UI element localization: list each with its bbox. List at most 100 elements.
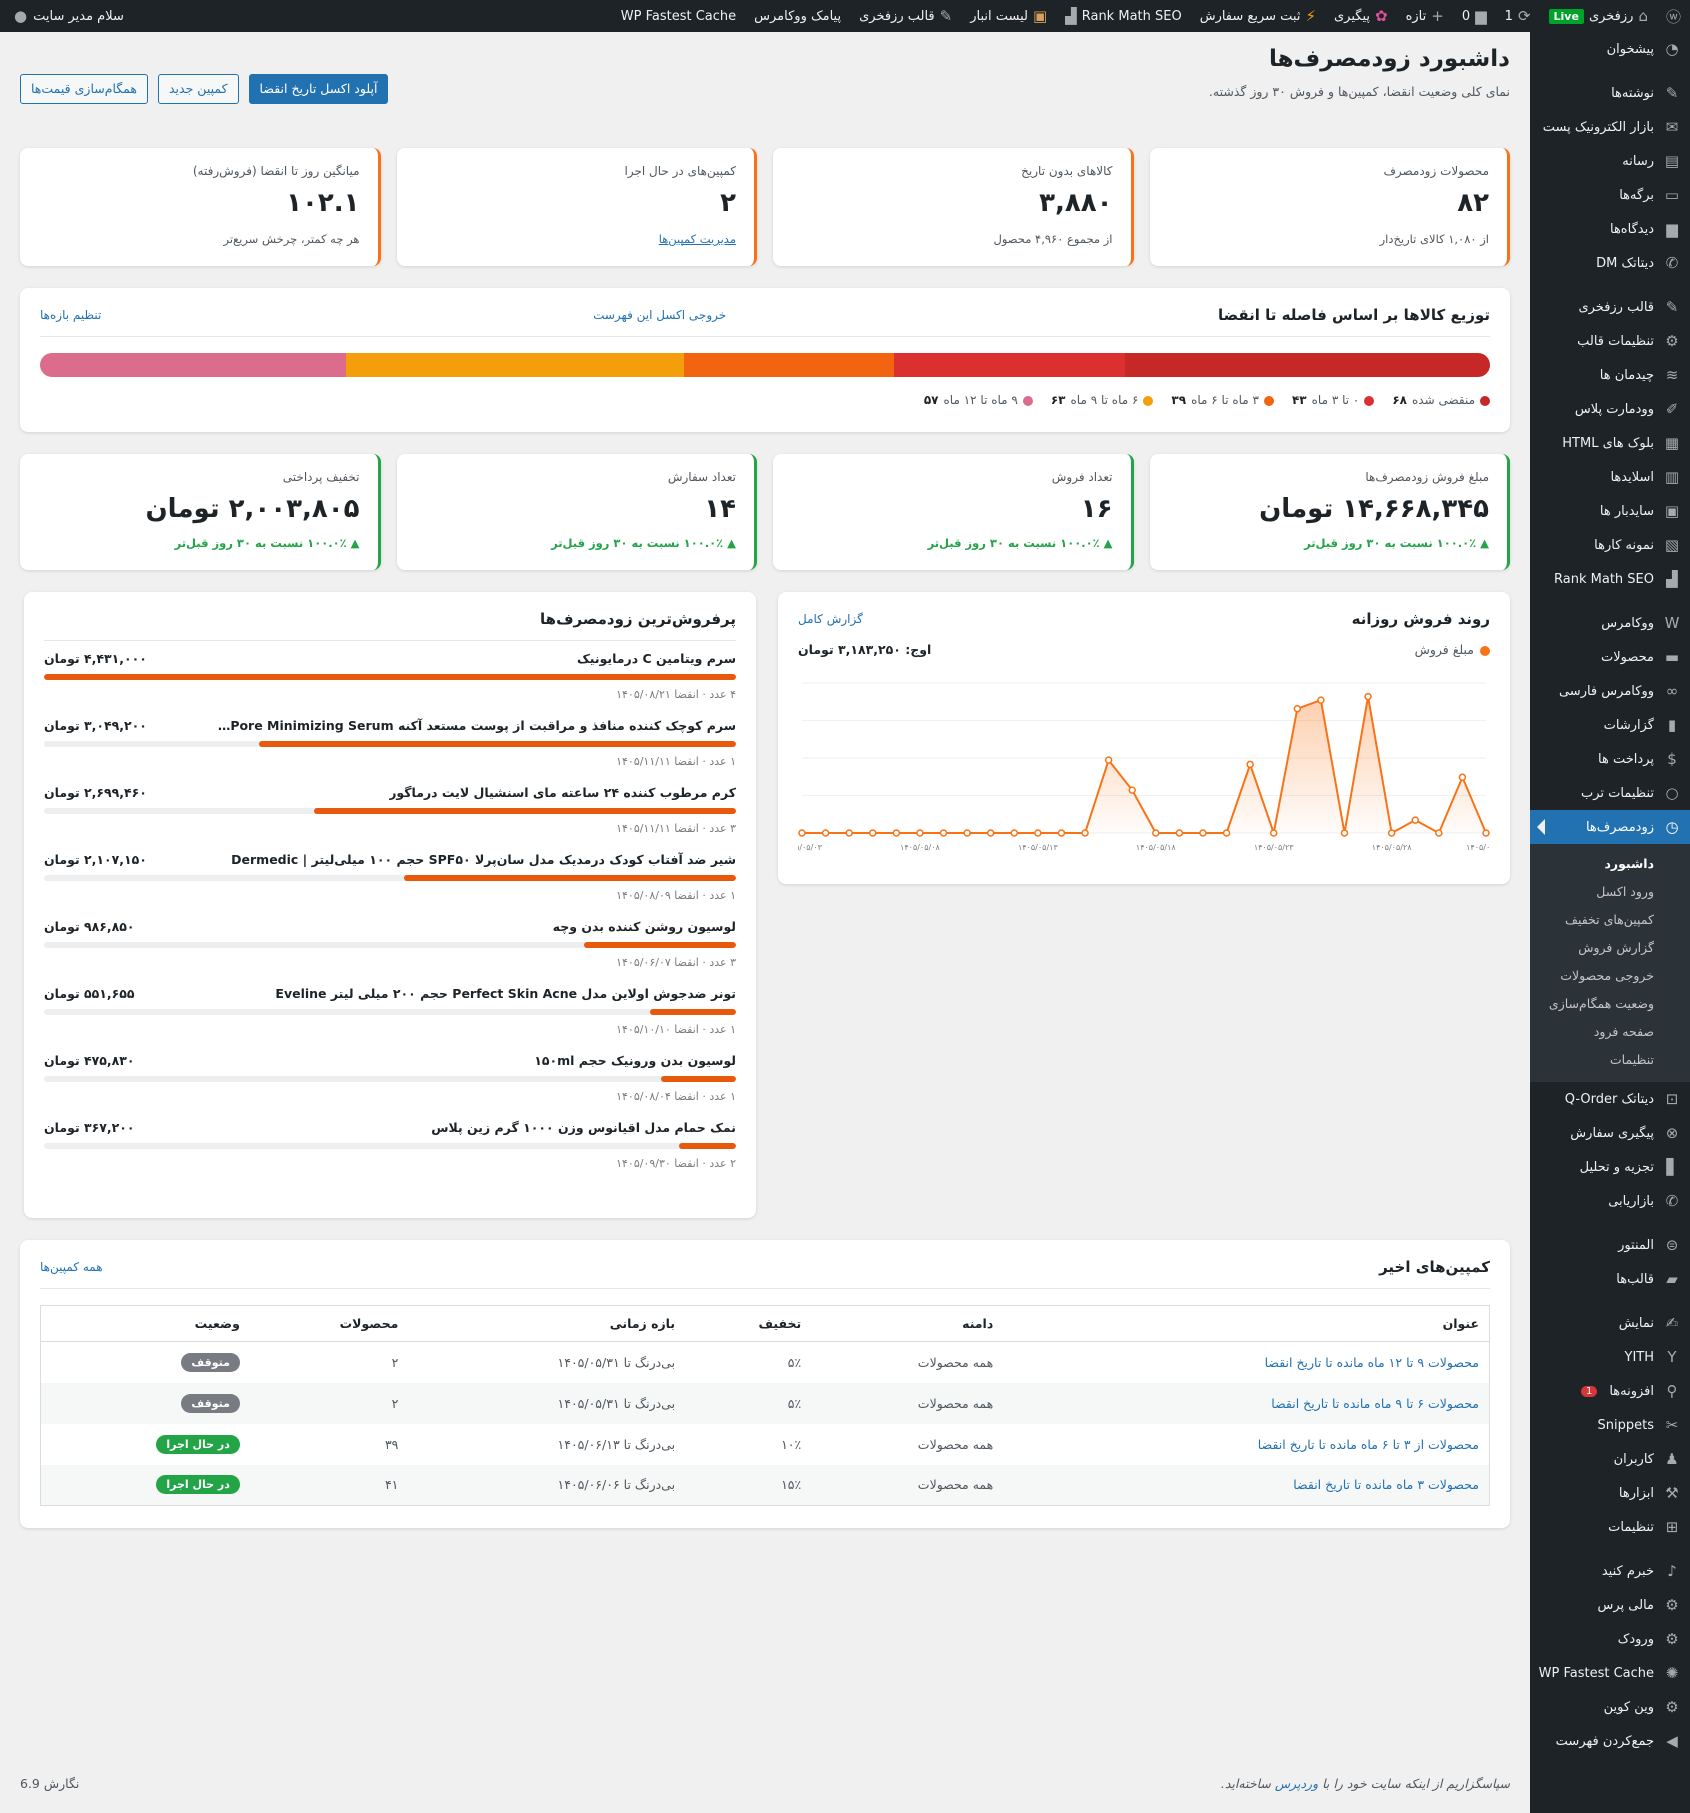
- distribution-segment[interactable]: [684, 353, 894, 377]
- menu-item-a5[interactable]: ▆ دیدگاه‌ها: [1530, 212, 1690, 246]
- menu-item-a16[interactable]: W ووکامرس: [1530, 606, 1690, 640]
- sales-kpi-card: تعداد فروش ۱۶ ▲ ۱۰۰.۰٪ نسبت به ۳۰ روز قبل‌…: [773, 454, 1134, 570]
- menu-item-a9[interactable]: ≋ چیدمان ها: [1530, 358, 1690, 392]
- kpi-label: کمپین‌های در حال اجرا: [624, 164, 737, 178]
- adminbar-theme[interactable]: ✎ قالب رزفخری: [850, 0, 961, 32]
- menu-item-a13[interactable]: ▣ سایدبار ها: [1530, 494, 1690, 528]
- product-row[interactable]: لوسیون روشن کننده بدن وچه ۹۸۶,۸۵۰ تومان ۳ …: [44, 909, 736, 976]
- menu-item-label: بلوک های HTML: [1562, 435, 1654, 451]
- product-row[interactable]: تونر ضدجوش اولاین مدل Perfect Skin Acne …: [44, 976, 736, 1043]
- menu-item-b15[interactable]: ⚙ ورودک: [1530, 1622, 1690, 1656]
- menu-item-a2[interactable]: ✉ بازار الکترونیک پست: [1530, 110, 1690, 144]
- adminbar-stock-list[interactable]: ▣ لیست انبار: [961, 0, 1056, 32]
- kpi-label: میانگین روز تا انقضا (فروش‌رفته): [192, 164, 360, 178]
- menu-item-b18[interactable]: ◀ جمع‌کردن فهرست: [1530, 1724, 1690, 1758]
- campaign-title-link[interactable]: محصولات ۳ ماه مانده تا تاریخ انقضا: [1293, 1477, 1479, 1493]
- menu-item-b8[interactable]: ⚲ افزونه‌ها 1: [1530, 1374, 1690, 1408]
- menu-item-a1[interactable]: ✎ نوشته‌ها: [1530, 76, 1690, 110]
- comments-menu[interactable]: ▆ 0: [1453, 0, 1496, 32]
- menu-item-b17[interactable]: ⚙ وین کوین: [1530, 1690, 1690, 1724]
- menu-item-b11[interactable]: ⚒ ابزارها: [1530, 1476, 1690, 1510]
- product-row[interactable]: سرم کوچک کننده منافذ و مراقبت از پوست مس…: [44, 708, 736, 775]
- menu-item-a18[interactable]: ∞ ووکامرس فارسی: [1530, 674, 1690, 708]
- distribution-segment[interactable]: [346, 353, 685, 377]
- campaign-title-link[interactable]: محصولات ۶ تا ۹ ماه مانده تا تاریخ انقضا: [1271, 1395, 1479, 1411]
- section-title: توزیع کالاها بر اساس فاصله تا انقضا: [1217, 306, 1490, 324]
- menu-item-a14[interactable]: ▧ نمونه کارها: [1530, 528, 1690, 562]
- distribution-segment[interactable]: [40, 353, 347, 377]
- menu-item-label: تجزیه و تحلیل: [1579, 1159, 1654, 1175]
- adminbar-tracking[interactable]: ✿ پیگیری: [1325, 0, 1397, 32]
- data-point: [821, 829, 830, 837]
- updates-menu[interactable]: ⟳ 1: [1496, 0, 1540, 32]
- menu-item-b6[interactable]: ✍ نمایش: [1530, 1306, 1690, 1340]
- my-account-menu[interactable]: سلام مدیر سایت ●: [0, 7, 124, 25]
- menu-item-b3[interactable]: ✆ بازاریابی: [1530, 1184, 1690, 1218]
- menu-item-b13[interactable]: ♪ خبرم کنید: [1530, 1554, 1690, 1588]
- submenu-item[interactable]: ورود اکسل: [1596, 884, 1654, 899]
- menu-item-a8[interactable]: ⚙ تنظیمات قالب: [1530, 324, 1690, 358]
- menu-item-a0[interactable]: ◔ پیشخوان: [1530, 32, 1690, 66]
- menu-item-a11[interactable]: ▦ بلوک های HTML: [1530, 426, 1690, 460]
- new-content-menu[interactable]: + تازه: [1397, 0, 1453, 32]
- product-row[interactable]: کرم مرطوب کننده ۲۴ ساعته مای اسنشیال لای…: [44, 775, 736, 842]
- menu-item-a3[interactable]: ▤ رسانه: [1530, 144, 1690, 178]
- menu-item-b7[interactable]: Y YITH: [1530, 1340, 1690, 1374]
- adminbar-rankmath[interactable]: Rank Math SEO ▟: [1056, 0, 1191, 32]
- product-row[interactable]: سرم ویتامین C درمایونیک ۴,۴۳۱,۰۰۰ تومان ۴ …: [44, 641, 736, 708]
- submenu-item[interactable]: وضعیت همگام‌سازی: [1548, 996, 1654, 1011]
- menu-item-b1[interactable]: ⊗ پیگیری سفارش: [1530, 1116, 1690, 1150]
- submenu-item[interactable]: خروجی محصولات: [1560, 968, 1654, 983]
- manage-campaigns-link[interactable]: مدیریت کمپین‌ها: [658, 232, 736, 246]
- submenu-item[interactable]: تنظیمات: [1609, 1052, 1654, 1067]
- site-name-menu[interactable]: ⌂ رزفخری Live: [1540, 0, 1657, 32]
- sync-prices-button[interactable]: همگام‌سازی قیمت‌ها: [20, 74, 148, 104]
- wp-logo-menu[interactable]: ⓦ: [1657, 0, 1690, 32]
- campaign-title-link[interactable]: محصولات از ۳ تا ۶ ماه مانده تا تاریخ انق…: [1257, 1436, 1479, 1452]
- menu-item-b14[interactable]: ⚙ مالی پرس: [1530, 1588, 1690, 1622]
- menu-item-b4[interactable]: ⊜ المنتور: [1530, 1228, 1690, 1262]
- menu-item-b2[interactable]: ▋ تجزیه و تحلیل: [1530, 1150, 1690, 1184]
- menu-item-a7[interactable]: ✎ قالب رزفخری: [1530, 290, 1690, 324]
- kpi-card: کمپین‌های در حال اجرا ۲ مدیریت کمپین‌ها: [396, 148, 757, 266]
- wordpress-link[interactable]: وردپرس: [1274, 1776, 1319, 1791]
- campaign-title-link[interactable]: محصولات ۹ تا ۱۲ ماه مانده تا تاریخ انقضا: [1264, 1354, 1479, 1370]
- export-excel-link[interactable]: خروجی اکسل این فهرست: [593, 308, 727, 322]
- menu-item-a12[interactable]: ▥ اسلایدها: [1530, 460, 1690, 494]
- adminbar-quick-order[interactable]: ⚡ ثبت سریع سفارش: [1191, 0, 1325, 32]
- range-settings-link[interactable]: تنظیم بازه‌ها: [40, 308, 102, 322]
- all-campaigns-link[interactable]: همه کمپین‌ها: [40, 1260, 103, 1274]
- new-campaign-button[interactable]: کمپین جدید: [158, 74, 239, 104]
- distribution-segment[interactable]: [893, 353, 1125, 377]
- peak-value: اوج: ۳,۱۸۳,۲۵۰ تومان: [798, 642, 932, 657]
- menu-item-a15[interactable]: ▟ Rank Math SEO: [1530, 562, 1690, 596]
- menu-item-zoodmasraf[interactable]: ◷ زودمصرف‌ها: [1530, 810, 1690, 844]
- upload-excel-button[interactable]: آپلود اکسل تاریخ انقضا: [248, 74, 389, 104]
- submenu-item[interactable]: گزارش فروش: [1578, 940, 1654, 955]
- adminbar-sms[interactable]: پیامک ووکامرس: [745, 0, 850, 32]
- menu-item-b16[interactable]: ✺ WP Fastest Cache: [1530, 1656, 1690, 1690]
- menu-item-a17[interactable]: ▬ محصولات: [1530, 640, 1690, 674]
- menu-item-b5[interactable]: ▰ قالب‌ها: [1530, 1262, 1690, 1296]
- menu-item-b0[interactable]: ⊡ دیتاتک Q-Order: [1530, 1082, 1690, 1116]
- distribution-segment[interactable]: [1124, 353, 1490, 377]
- menu-item-a6[interactable]: ✆ دیتاتک DM: [1530, 246, 1690, 280]
- full-report-link[interactable]: گزارش کامل: [798, 612, 863, 626]
- menu-item-b10[interactable]: ♟ کاربران: [1530, 1442, 1690, 1476]
- data-point: [1293, 704, 1302, 713]
- menu-item-b9[interactable]: ✂ Snippets: [1530, 1408, 1690, 1442]
- menu-item-a20[interactable]: $ پرداخت ها: [1530, 742, 1690, 776]
- adminbar-fastest-cache[interactable]: WP Fastest Cache: [612, 0, 745, 32]
- menu-item-a10[interactable]: ✐ وودمارت پلاس: [1530, 392, 1690, 426]
- product-row[interactable]: شیر ضد آفتاب کودک درمدیک مدل سان‌پرلا SP…: [44, 842, 736, 909]
- product-row[interactable]: نمک حمام مدل اقیانوس وزن ۱۰۰۰ گرم زین پل…: [44, 1110, 736, 1177]
- menu-item-a21[interactable]: ○ تنظیمات ترب: [1530, 776, 1690, 810]
- menu-item-b12[interactable]: ⊞ تنظیمات: [1530, 1510, 1690, 1544]
- cell-status: متوقف: [41, 1342, 250, 1383]
- menu-item-a19[interactable]: ▮ گزارشات: [1530, 708, 1690, 742]
- submenu-item[interactable]: کمپین‌های تخفیف: [1565, 912, 1654, 927]
- submenu-item[interactable]: داشبورد: [1604, 856, 1654, 871]
- product-row[interactable]: لوسیون بدن ورونیک حجم ۱۵۰ml ۴۷۵,۸۳۰ تومان…: [44, 1043, 736, 1110]
- submenu-item[interactable]: صفحه فرود: [1593, 1024, 1654, 1039]
- menu-item-a4[interactable]: ▭ برگه‌ها: [1530, 178, 1690, 212]
